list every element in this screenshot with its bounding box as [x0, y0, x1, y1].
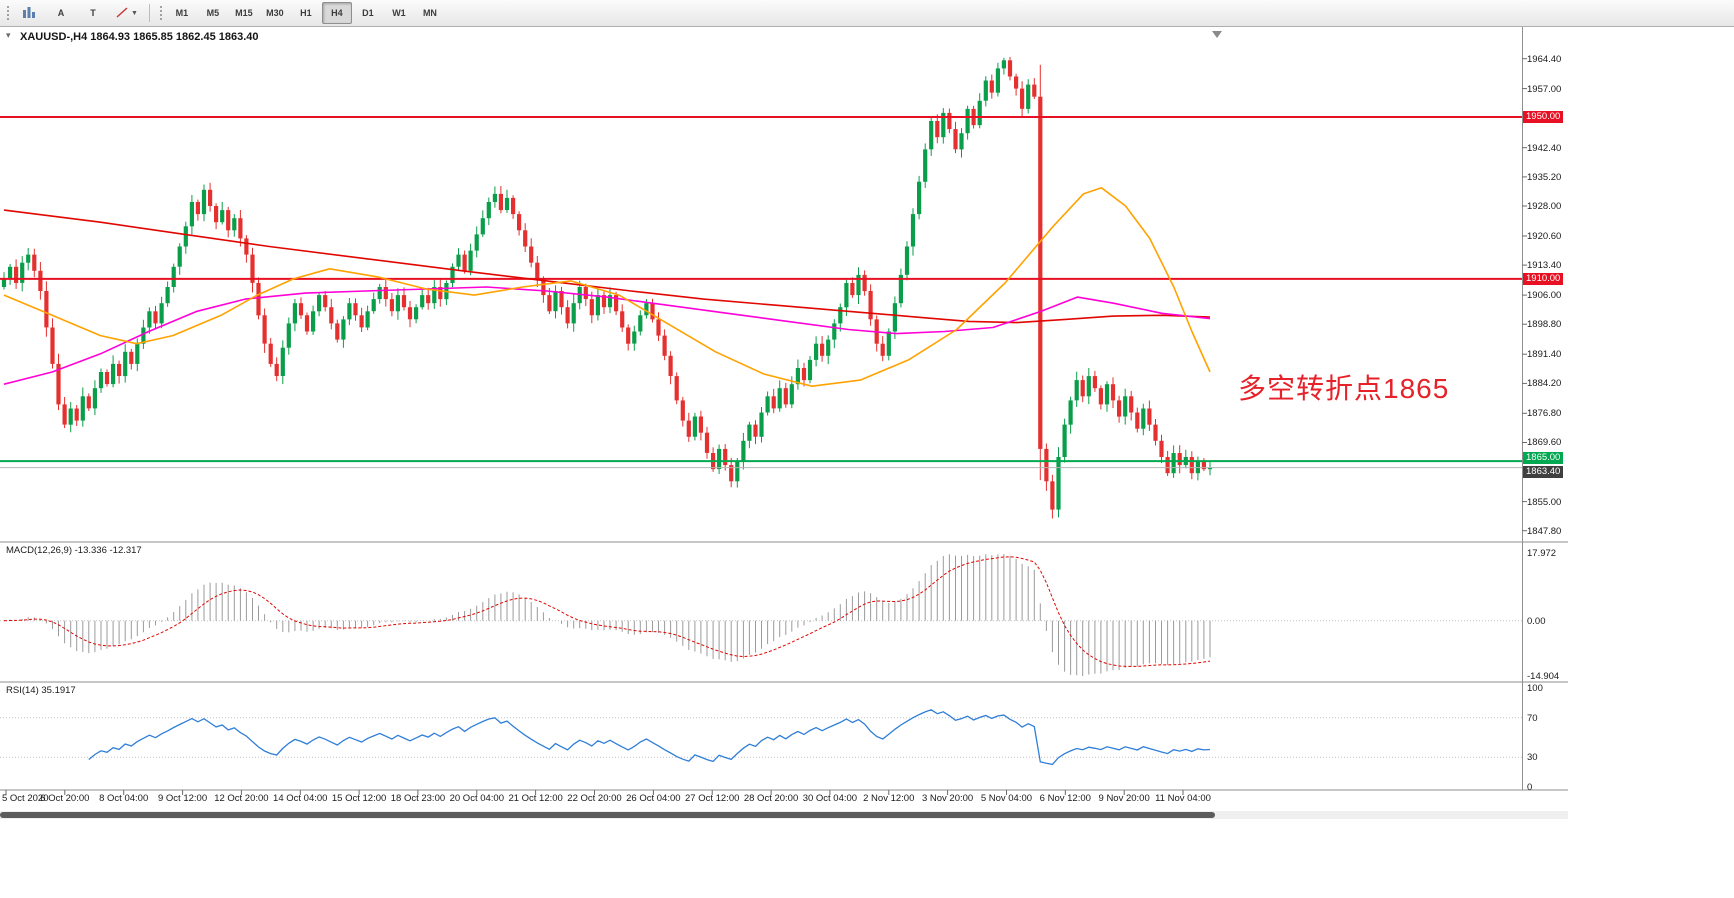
timeframe-button-h1[interactable]: H1 [300, 8, 312, 18]
price-axis-label: 1876.80 [1527, 408, 1562, 420]
time-axis-label: 28 Oct 20:00 [743, 793, 799, 804]
timeframe-button-d1[interactable]: D1 [362, 8, 374, 18]
toolbar-grip[interactable] [5, 4, 10, 22]
time-axis-label: 14 Oct 04:00 [273, 793, 328, 804]
chart-menu-arrow-icon[interactable]: ▾ [6, 30, 11, 40]
time-axis-label: 5 Nov 04:00 [980, 793, 1033, 804]
time-axis-label: 20 Oct 04:00 [449, 793, 504, 804]
rsi-axis-label: 0 [1527, 782, 1533, 793]
price-axis-label: 1942.40 [1527, 142, 1562, 154]
text-tool-button[interactable]: T [90, 8, 96, 18]
arrow-tool-button[interactable]: A [57, 8, 65, 18]
timeframe-button-m5[interactable]: M5 [206, 8, 220, 18]
rsi-indicator-label: RSI(14) 35.1917 [6, 685, 76, 696]
timeframe-button-m30[interactable]: M30 [266, 8, 284, 18]
price-badge: 1910.00 [1523, 272, 1564, 285]
ohlc-header: XAUUSD-,H4 1864.93 1865.85 1862.45 1863.… [20, 31, 259, 43]
timeframe-button-m15[interactable]: M15 [235, 8, 253, 18]
price-axis-label: 1855.00 [1527, 496, 1562, 508]
annotation-text[interactable]: 多空转折点1865 [1238, 373, 1450, 404]
price-axis-label: 1847.80 [1527, 525, 1562, 537]
macd-axis-max-label: 17.972 [1527, 548, 1557, 559]
price-badge: 1863.40 [1523, 465, 1564, 478]
macd-histogram [9, 554, 1211, 676]
price-axis-label: 1891.40 [1527, 349, 1562, 361]
chart-window: ▾ XAUUSD-,H4 1864.93 1865.85 1862.45 186… [0, 27, 1568, 820]
macd-axis-min-label: -14.904 [1527, 671, 1560, 682]
time-axis-label: 3 Nov 20:00 [921, 793, 974, 804]
horizontal-scrollbar-thumb[interactable] [0, 812, 1215, 818]
rsi-axis-label: 30 [1527, 752, 1538, 764]
time-axis-label: 30 Oct 04:00 [802, 793, 858, 804]
time-axis-label: 6 Nov 12:00 [1039, 793, 1091, 804]
horizontal-price-lines [0, 116, 1522, 469]
time-axis-label: 8 Oct 04:00 [99, 793, 149, 804]
time-axis-label: 22 Oct 20:00 [567, 793, 622, 804]
macd-axis-zero-label: 0.00 [1527, 615, 1546, 627]
time-axis-label: 5 Oct 2020 [2, 793, 49, 804]
timeframe-button-m1[interactable]: M1 [175, 8, 189, 18]
timeframe-button-h4[interactable]: H4 [321, 2, 352, 24]
time-axis-label: 15 Oct 12:00 [331, 793, 387, 804]
time-axis-label: 26 Oct 04:00 [626, 793, 681, 804]
chevron-down-icon: ▼ [131, 9, 138, 17]
ma-red-slow [3, 209, 1211, 324]
shapes-tool-button[interactable]: ▼ [110, 2, 143, 24]
price-axis-label: 1884.20 [1527, 378, 1562, 390]
ma-orange-fast [3, 187, 1211, 387]
price-axis-label: 1957.00 [1527, 83, 1562, 95]
price-axis-label: 1935.20 [1527, 171, 1562, 183]
timeframe-button-group: M1 M5 M15 M30 H1 H4 D1 W1 MN [167, 2, 445, 24]
time-axis-label: 12 Oct 20:00 [214, 793, 269, 804]
chart-shift-marker[interactable] [1212, 31, 1222, 38]
price-axis-label: 1928.00 [1527, 201, 1562, 213]
price-axis-label: 1920.60 [1527, 230, 1562, 242]
macd-signal-line [3, 556, 1211, 667]
toolbar-grip[interactable] [157, 4, 163, 22]
chart-canvas[interactable] [0, 27, 1568, 820]
price-axis-label: 1898.80 [1527, 319, 1562, 331]
chart-type-button[interactable] [14, 2, 44, 24]
rsi-axis-label: 100 [1527, 683, 1543, 694]
time-axis-label: 9 Oct 12:00 [157, 793, 208, 804]
toolbar: A T ▼ M1 M5 M15 M30 H1 H4 D1 W1 MN [0, 0, 1734, 27]
time-axis-label: 21 Oct 12:00 [508, 793, 563, 804]
candlestick-series [1, 57, 1213, 519]
time-axis-label: 27 Oct 12:00 [684, 793, 740, 804]
rsi-axis-label: 70 [1527, 712, 1538, 724]
price-axis-label: 1913.40 [1527, 260, 1562, 272]
bar-chart-icon [22, 6, 36, 21]
timeframe-button-mn[interactable]: MN [422, 8, 437, 18]
ma-magenta-mid [3, 286, 1211, 385]
macd-indicator-label: MACD(12,26,9) -13.336 -12.317 [6, 545, 142, 556]
time-axis-label: 18 Oct 23:00 [390, 793, 446, 804]
rsi-line [88, 709, 1211, 766]
trendline-icon [115, 6, 129, 21]
toolbar-separator [148, 4, 150, 22]
timeframe-button-w1[interactable]: W1 [392, 8, 406, 18]
time-axis-label: 9 Nov 20:00 [1098, 793, 1150, 804]
time-axis-label: 11 Nov 04:00 [1155, 793, 1211, 804]
price-axis-label: 1964.40 [1527, 53, 1562, 65]
price-badge: 1865.00 [1523, 452, 1564, 465]
time-axis-label: 6 Oct 20:00 [40, 793, 90, 804]
price-axis-label: 1906.00 [1527, 290, 1562, 302]
time-axis-label: 2 Nov 12:00 [863, 793, 915, 804]
price-badge: 1950.00 [1523, 110, 1564, 123]
price-axis-label: 1869.60 [1527, 437, 1562, 449]
